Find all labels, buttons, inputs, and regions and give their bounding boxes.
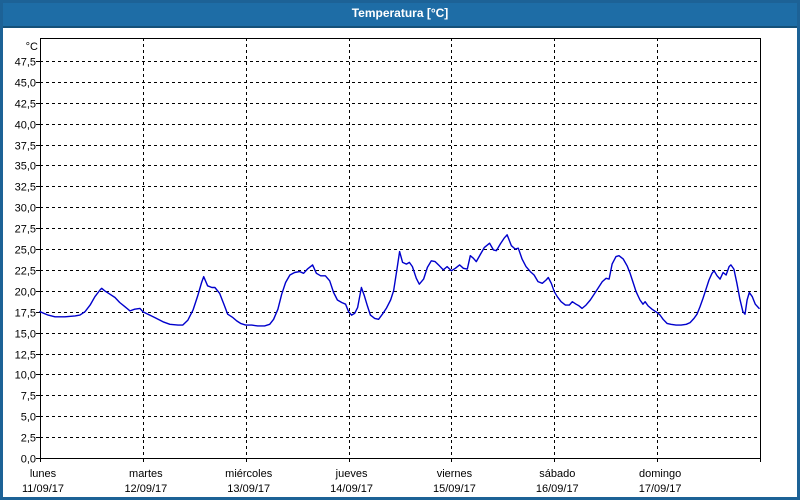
gridlines (40, 38, 760, 458)
x-day-date-label: 11/09/17 (22, 483, 64, 495)
x-day-name-label: jueves (335, 468, 368, 480)
y-tick-label: 40,0 (15, 120, 36, 132)
x-day-name-label: sábado (539, 468, 575, 480)
y-tick-label: 32,5 (15, 182, 36, 194)
temperature-chart: 0,0 2,5 5,0 7,5 10,0 12,5 15,0 17,5 20,0 22,5 25,0… (15, 38, 761, 495)
temperature-line (39, 234, 760, 327)
axis-labels: 0,0 2,5 5,0 7,5 10,0 12,5 15,0 17,5 20,0 22,5 25,0… (15, 41, 682, 495)
chart-title-bar: Temperatura [°C] (0, 0, 800, 28)
y-tick-label: 37,5 (15, 141, 36, 153)
x-day-date-label: 12/09/17 (124, 483, 167, 495)
y-tick-label: 10,0 (15, 370, 36, 382)
y-tick-label: 7,5 (21, 391, 36, 403)
axis-ticks (36, 61, 761, 462)
y-tick-label: 35,0 (15, 161, 36, 173)
y-tick-label: 12,5 (15, 350, 36, 362)
x-day-date-label: 13/09/17 (227, 483, 270, 495)
x-day-name-label: viernes (437, 468, 473, 480)
x-day-name-label: domingo (639, 468, 681, 480)
x-day-date-label: 17/09/17 (639, 483, 682, 495)
y-tick-label: 45,0 (15, 78, 36, 90)
y-tick-label: 5,0 (21, 412, 36, 424)
x-day-date-label: 15/09/17 (433, 483, 476, 495)
x-day-date-label: 16/09/17 (536, 483, 579, 495)
y-tick-label: 2,5 (21, 433, 36, 445)
y-tick-label: 27,5 (15, 224, 36, 236)
x-day-name-label: miércoles (225, 468, 273, 480)
y-tick-label: 17,5 (15, 308, 36, 320)
x-day-name-label: lunes (30, 468, 57, 480)
y-tick-label: 20,0 (15, 287, 36, 299)
y-tick-label: 30,0 (15, 203, 36, 215)
chart-title: Temperatura [°C] (351, 6, 449, 20)
y-axis-unit-label: °C (26, 41, 38, 53)
y-tick-label: 0,0 (21, 454, 36, 466)
plot-border (40, 38, 761, 459)
y-tick-label: 25,0 (15, 245, 36, 257)
y-tick-label: 47,5 (15, 57, 36, 69)
x-day-date-label: 14/09/17 (330, 483, 373, 495)
y-tick-label: 42,5 (15, 99, 36, 111)
y-tick-label: 15,0 (15, 329, 36, 341)
x-day-name-label: martes (129, 468, 163, 480)
y-tick-label: 22,5 (15, 266, 36, 278)
